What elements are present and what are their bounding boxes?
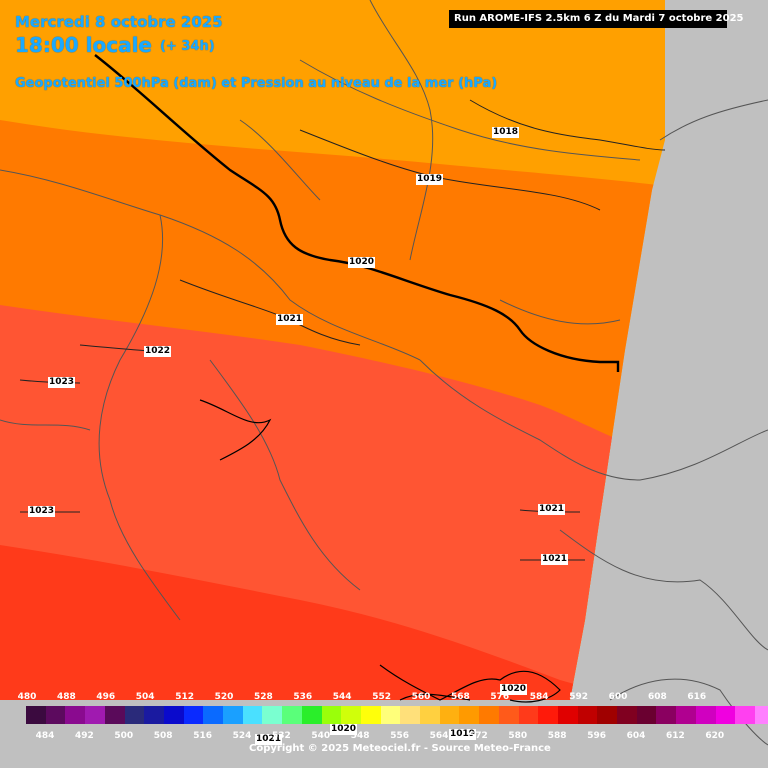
scale-swatch [676, 706, 697, 724]
scale-swatch [735, 706, 756, 724]
scale-label-top: 616 [687, 692, 707, 702]
scale-swatch [420, 706, 440, 724]
scale-swatch [636, 706, 657, 724]
scale-swatch [341, 706, 362, 724]
scale-label-bottom: 572 [468, 731, 488, 741]
alps-contours [199, 399, 561, 703]
isobar-label: 1022 [144, 346, 172, 357]
scale-swatch [183, 706, 204, 724]
scale-swatch [85, 706, 106, 724]
scale-swatch [144, 706, 165, 724]
copyright: Copyright © 2025 Meteociel.fr - Source M… [249, 743, 551, 754]
scale-label-bottom: 596 [587, 731, 606, 741]
isobar-label: 1020 [330, 724, 358, 735]
scale-swatch [498, 706, 519, 724]
isobar-label: 1019 [449, 729, 477, 740]
isobar-label: 1020 [500, 684, 528, 695]
isobar-label: 1021 [255, 734, 283, 745]
scale-swatch [400, 706, 421, 724]
scale-swatch [715, 706, 736, 724]
scale-label-bottom: 580 [508, 731, 528, 741]
scale-label-bottom: 516 [193, 731, 212, 741]
scale-label-top: 584 [529, 692, 549, 702]
field-title: Geopotentiel 500hPa (dam) et Pression au… [15, 76, 498, 91]
scale-swatch [617, 706, 637, 724]
scale-label-top: 568 [450, 692, 470, 702]
scale-label-bottom: 540 [311, 731, 331, 741]
scale-swatch [557, 706, 578, 724]
scale-label-bottom: 604 [626, 731, 646, 741]
scale-swatch [518, 706, 539, 724]
scale-swatch [26, 706, 46, 724]
scale-swatch [459, 706, 480, 724]
scale-label-bottom: 492 [74, 731, 94, 741]
scale-label-bottom: 588 [547, 731, 567, 741]
scale-swatch [360, 706, 381, 724]
isobar-label: 1021 [541, 554, 569, 565]
scale-swatch [754, 706, 768, 724]
scale-swatch [282, 706, 303, 724]
scale-label-top: 608 [647, 692, 667, 702]
scale-label-bottom: 620 [705, 731, 725, 741]
scale-swatch [301, 706, 322, 724]
scale-label-top: 488 [56, 692, 76, 702]
scale-label-top: 528 [253, 692, 273, 702]
scale-label-bottom: 524 [232, 731, 252, 741]
scale-label-top: 552 [372, 692, 391, 702]
scale-swatch [538, 706, 559, 724]
scale-label-top: 496 [96, 692, 116, 702]
scale-swatch [124, 706, 145, 724]
country-borders [0, 0, 768, 746]
scale-swatch [656, 706, 677, 724]
scale-swatch [65, 706, 86, 724]
scale-label-bottom: 548 [350, 731, 370, 741]
scale-label-top: 560 [411, 692, 431, 702]
scale-label-top: 520 [214, 692, 234, 702]
forecast-time: 18:00 locale [15, 33, 152, 57]
isobar-label: 1019 [416, 174, 444, 185]
scale-swatch [104, 706, 125, 724]
scale-swatch [695, 706, 716, 724]
scale-label-bottom: 500 [114, 731, 134, 741]
band-580 [0, 545, 665, 700]
scale-label-top: 512 [175, 692, 194, 702]
isobar-1020-line [94, 54, 620, 372]
scale-label-bottom: 508 [153, 731, 173, 741]
scale-swatch [45, 706, 66, 724]
scale-swatch [479, 706, 500, 724]
isobar-label: 1023 [28, 506, 56, 517]
scale-swatch [321, 706, 342, 724]
scale-label-top: 544 [332, 692, 352, 702]
scale-label-bottom: 556 [390, 731, 409, 741]
scale-label-top: 504 [135, 692, 155, 702]
scale-label-bottom: 564 [429, 731, 449, 741]
scale-swatch [597, 706, 618, 724]
scale-swatch [242, 706, 263, 724]
scale-label-top: 576 [490, 692, 510, 702]
isobar-label: 1021 [538, 504, 566, 515]
isobar-label: 1018 [492, 127, 520, 138]
scale-label-top: 600 [608, 692, 628, 702]
run-info: Run AROME-IFS 2.5km 6 Z du Mardi 7 octob… [449, 10, 744, 28]
scale-label-bottom: 484 [35, 731, 55, 741]
scale-label-top: 480 [17, 692, 37, 702]
scale-swatch [163, 706, 184, 724]
scale-swatch [203, 706, 224, 724]
scale-swatch [223, 706, 243, 724]
isobar-label: 1021 [276, 314, 304, 325]
scale-swatch [577, 706, 598, 724]
isobar-label: 1020 [348, 257, 376, 268]
scale-label-top: 592 [569, 692, 588, 702]
scale-label-bottom: 612 [665, 731, 685, 741]
scale-swatch [380, 706, 401, 724]
forecast-date: Mercredi 8 octobre 2025 [15, 13, 223, 31]
scale-label-top: 536 [293, 692, 313, 702]
scale-swatch [262, 706, 283, 724]
scale-label-bottom: 532 [271, 731, 291, 741]
scale-swatch [439, 706, 460, 724]
isobar-label: 1023 [48, 377, 76, 388]
forecast-lead: (+ 34h) [160, 39, 215, 54]
